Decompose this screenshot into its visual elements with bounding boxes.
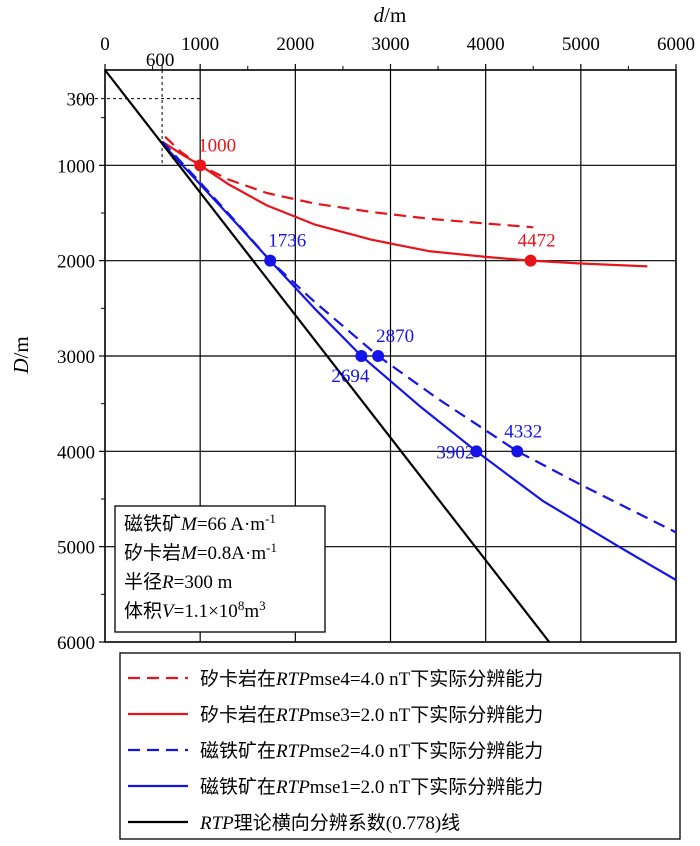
data-point — [470, 445, 483, 458]
info-line-skarn: 矽卡岩M=0.8A·m-1 — [124, 540, 277, 564]
y-tick-label: 2000 — [57, 252, 95, 273]
y-tick-label: 6000 — [57, 633, 95, 654]
data-point — [511, 445, 524, 458]
data-point — [524, 254, 537, 267]
legend: 矽卡岩在RTPmse4=4.0 nT下实际分辨能力矽卡岩在RTPmse3=2.0… — [119, 652, 681, 840]
legend-label: 磁铁矿在RTPmse2=4.0 nT下实际分辨能力 — [200, 740, 543, 762]
legend-label: 矽卡岩在RTPmse4=4.0 nT下实际分辨能力 — [200, 668, 543, 690]
legend-frame — [119, 652, 681, 840]
y-tick-label: 3000 — [57, 347, 95, 368]
y-tick-label: 5000 — [57, 538, 95, 559]
data-point — [372, 350, 385, 362]
data-label: 4472 — [518, 231, 556, 252]
x-tick-label: 4000 — [467, 34, 505, 55]
x-tick-label: 2000 — [276, 34, 314, 55]
x-axis-title: d/m — [374, 3, 407, 27]
data-label: 4332 — [504, 421, 542, 442]
legend-label: RTP理论横向分辨系数(0.778)线 — [199, 812, 460, 834]
data-label: 2870 — [376, 326, 414, 347]
data-label: 1736 — [268, 231, 306, 252]
series-line-2 — [161, 140, 648, 268]
marker-600-label: 600 — [146, 50, 175, 71]
data-point — [264, 254, 277, 267]
data-label: 2694 — [331, 366, 370, 387]
legend-label: 磁铁矿在RTPmse1=2.0 nT下实际分辨能力 — [200, 776, 543, 798]
x-tick-label: 5000 — [562, 34, 600, 55]
info-line-magnetite: 磁铁矿M=66 A·m-1 — [124, 511, 276, 535]
marker-300-label: 300 — [67, 90, 96, 111]
info-line-volume: 体积V=1.1×108m3 — [124, 598, 266, 622]
series-line-5 — [104, 69, 551, 643]
data-label: 3902 — [436, 442, 474, 463]
x-tick-label: 6000 — [657, 34, 695, 55]
info-box: 磁铁矿M=66 A·m-1 矽卡岩M=0.8A·m-1 半径R=300 m 体积… — [114, 505, 326, 633]
data-points: 1000 4472 1736 2870 2694 3902 4332 — [194, 135, 556, 463]
y-tick-label: 1000 — [57, 156, 95, 177]
ticks: 0 1000 2000 3000 4000 5000 6000 1000 2000 3000 400… — [57, 34, 695, 654]
data-point — [355, 350, 368, 362]
y-tick-label: 4000 — [57, 442, 95, 463]
legend-label: 矽卡岩在RTPmse3=2.0 nT下实际分辨能力 — [200, 704, 543, 726]
x-tick-label: 3000 — [372, 34, 410, 55]
y-axis-title: D/m — [9, 336, 33, 374]
info-line-radius: 半径R=300 m — [124, 571, 233, 593]
x-tick-label: 1000 — [181, 34, 219, 55]
info-box-frame — [114, 505, 326, 633]
x-tick-label: 0 — [100, 34, 110, 55]
data-point — [194, 159, 207, 172]
series-line-1 — [164, 135, 534, 229]
data-label: 1000 — [198, 135, 236, 156]
reference-markers: 600 300 — [67, 50, 201, 166]
